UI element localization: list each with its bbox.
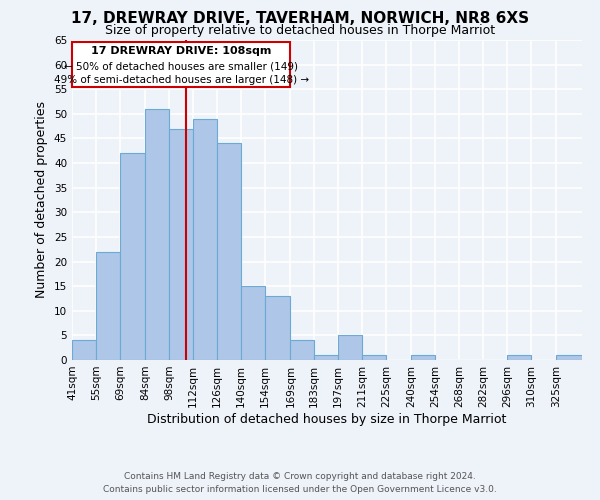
Bar [217, 144, 241, 360]
Text: 17 DREWRAY DRIVE: 108sqm: 17 DREWRAY DRIVE: 108sqm [91, 46, 271, 56]
X-axis label: Distribution of detached houses by size in Thorpe Marriot: Distribution of detached houses by size … [148, 412, 506, 426]
Text: 49% of semi-detached houses are larger (148) →: 49% of semi-detached houses are larger (… [53, 76, 309, 86]
Bar [412, 355, 436, 360]
Bar [507, 355, 531, 360]
Bar [265, 296, 290, 360]
Bar [556, 355, 582, 360]
Text: Size of property relative to detached houses in Thorpe Marriot: Size of property relative to detached ho… [105, 24, 495, 37]
Bar [96, 252, 120, 360]
Bar [314, 355, 338, 360]
Bar [362, 355, 386, 360]
Bar [169, 128, 193, 360]
Bar [193, 119, 217, 360]
Bar [290, 340, 314, 360]
Bar [145, 109, 169, 360]
Bar [241, 286, 265, 360]
Text: Contains HM Land Registry data © Crown copyright and database right 2024.
Contai: Contains HM Land Registry data © Crown c… [103, 472, 497, 494]
Y-axis label: Number of detached properties: Number of detached properties [35, 102, 49, 298]
Text: ← 50% of detached houses are smaller (149): ← 50% of detached houses are smaller (14… [64, 62, 298, 72]
Bar [338, 336, 362, 360]
FancyBboxPatch shape [72, 42, 290, 87]
Text: 17, DREWRAY DRIVE, TAVERHAM, NORWICH, NR8 6XS: 17, DREWRAY DRIVE, TAVERHAM, NORWICH, NR… [71, 11, 529, 26]
Bar [120, 153, 145, 360]
Bar [72, 340, 96, 360]
